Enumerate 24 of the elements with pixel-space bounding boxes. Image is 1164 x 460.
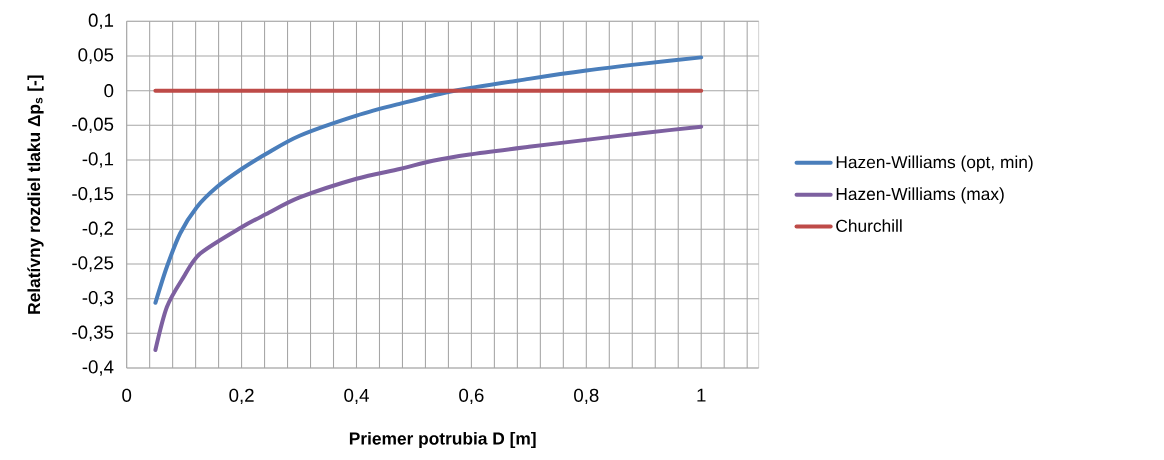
y-tick-label: -0,1 <box>82 152 114 168</box>
y-tick-label: 0,05 <box>78 48 114 64</box>
x-tick-label: 0 <box>122 388 132 402</box>
legend-label: Hazen-Williams (max) <box>836 187 1004 204</box>
y-axis-title: Relatívny rozdiel tlaku Δp$_{s}$ [-] <box>27 75 44 314</box>
line-series <box>153 55 704 305</box>
y-tick-label: 0,1 <box>88 13 114 30</box>
x-tick-label: 1 <box>697 388 706 402</box>
x-tick-label: 0,6 <box>459 388 484 405</box>
y-tick-label: -0,05 <box>72 117 114 134</box>
y-tick-label: -0,35 <box>72 325 114 342</box>
legend-label: Hazen-Williams (opt, min) <box>836 155 1033 172</box>
y-tick-label: -0,25 <box>72 256 114 272</box>
x-tick-label: 0,8 <box>574 388 599 405</box>
line-series <box>153 124 704 352</box>
x-tick-label: 0,4 <box>344 388 369 405</box>
y-tick-label: -0,3 <box>82 290 114 307</box>
y-tick-label: 0 <box>104 84 114 98</box>
x-axis-title: Priemer potrubia D [m] <box>349 431 536 449</box>
x-tick-label: 0,2 <box>229 388 254 405</box>
legend-label: Churchill <box>836 219 902 232</box>
y-tick-label: -0,2 <box>82 221 114 238</box>
y-tick-label: -0,4 <box>82 360 114 376</box>
y-tick-label: -0,15 <box>72 186 114 203</box>
